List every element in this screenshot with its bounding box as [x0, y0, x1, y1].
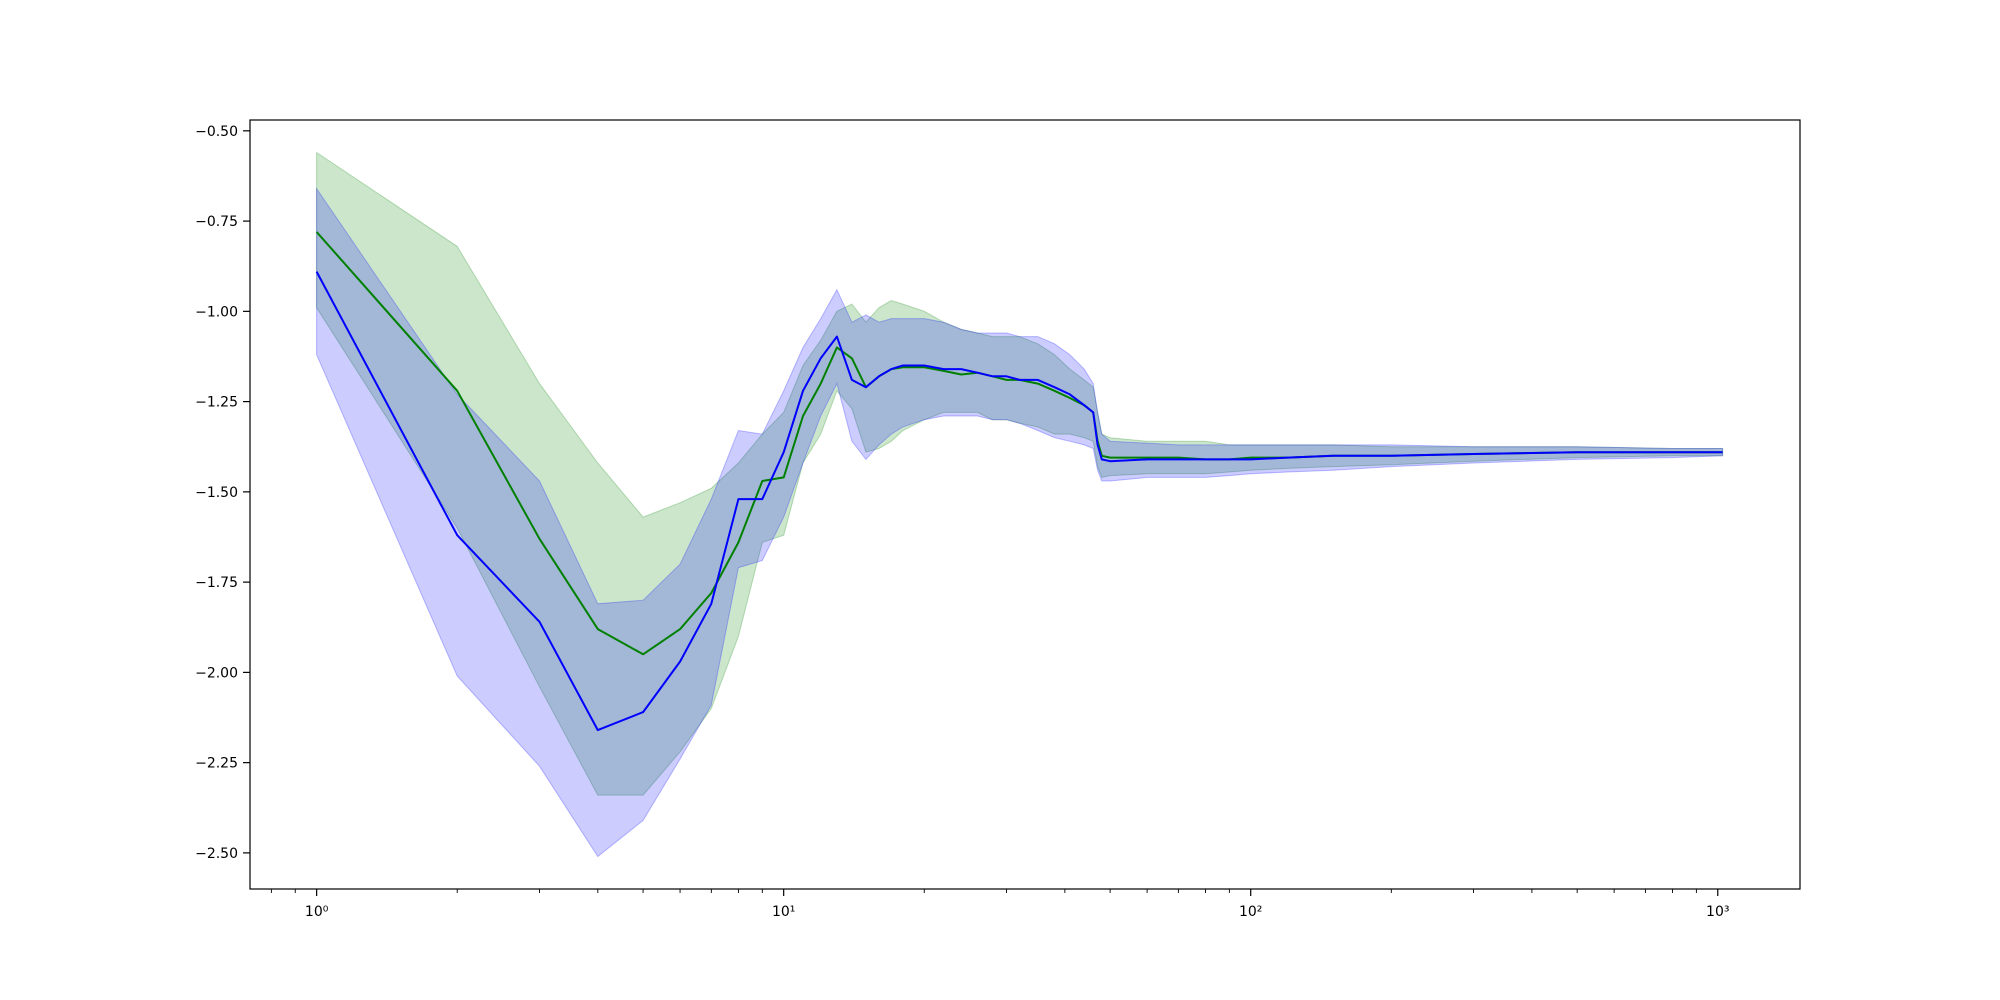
plot-area	[315, 151, 1724, 858]
y-tick-label: −2.50	[195, 846, 238, 862]
series-1-band	[316, 151, 1724, 796]
y-tick-label: −1.00	[195, 304, 238, 320]
y-tick-label: −1.25	[195, 395, 238, 411]
y-tick-label: −0.50	[195, 124, 238, 140]
x-tick-label: 10²	[1239, 904, 1262, 920]
y-tick-label: −2.00	[195, 665, 238, 681]
series-2-band	[316, 186, 1724, 858]
y-tick-label: −2.25	[195, 756, 238, 772]
x-tick-label: 10³	[1706, 904, 1729, 920]
series-2-line	[315, 271, 1723, 732]
y-tick-label: −1.50	[195, 485, 238, 501]
plot-frame	[249, 119, 1801, 890]
x-tick-label: 10¹	[772, 904, 795, 920]
y-tick-label: −0.75	[195, 214, 238, 230]
x-tick-label: 10⁰	[305, 904, 329, 920]
axes: 10⁰ 10¹ 10² 10³ −0.50 −0.75 −1.00 −1.25 −1.50 −1.…	[195, 119, 1801, 920]
y-tick-label: −1.75	[195, 575, 238, 591]
series-group	[315, 151, 1724, 858]
